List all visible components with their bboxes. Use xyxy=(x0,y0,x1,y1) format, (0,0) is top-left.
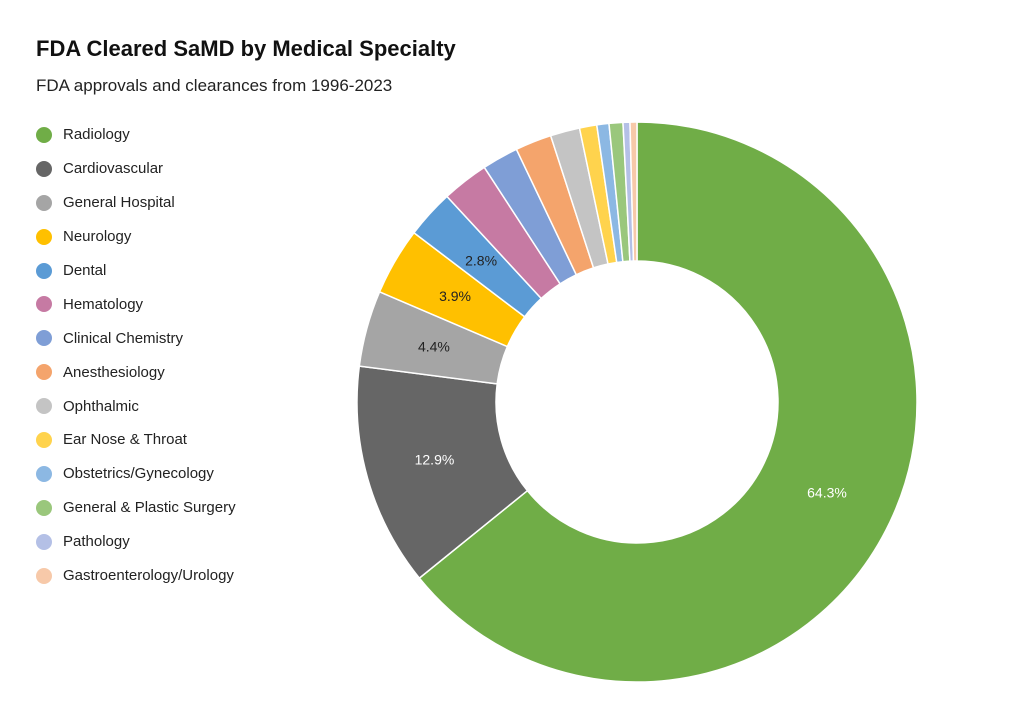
legend-swatch xyxy=(36,431,52,448)
donut-slice xyxy=(356,365,529,580)
legend-swatch xyxy=(36,126,52,143)
legend-label: Hematology xyxy=(63,295,144,313)
legend-swatch xyxy=(36,330,52,347)
legend-item: Ophthalmic xyxy=(36,389,236,423)
legend-item: Anesthesiology xyxy=(36,355,236,389)
slice-data-label: 3.9% xyxy=(439,288,471,304)
chart-title: FDA Cleared SaMD by Medical Specialty xyxy=(36,36,456,61)
legend-item: General & Plastic Surgery xyxy=(36,491,236,525)
legend-item: Cardiovascular xyxy=(36,152,236,186)
legend-label: General Hospital xyxy=(63,194,175,212)
legend-label: Radiology xyxy=(63,126,130,144)
legend-label: Gastroenterology/Urology xyxy=(63,567,234,585)
legend-label: General & Plastic Surgery xyxy=(63,499,236,517)
chart-subtitle: FDA approvals and clearances from 1996-2… xyxy=(36,76,393,95)
legend-swatch xyxy=(36,533,52,550)
legend-swatch xyxy=(36,160,52,177)
slice-data-label: 4.4% xyxy=(418,339,450,355)
legend-label: Neurology xyxy=(63,228,132,246)
legend-swatch xyxy=(36,499,52,516)
legend-swatch xyxy=(36,364,52,381)
legend-label: Clinical Chemistry xyxy=(63,329,184,347)
slice-data-label: 2.8% xyxy=(465,253,497,269)
legend-label: Dental xyxy=(63,262,107,279)
legend-swatch xyxy=(36,228,52,245)
legend-swatch xyxy=(36,296,52,313)
legend-item: Obstetrics/Gynecology xyxy=(36,457,236,491)
legend-item: Radiology xyxy=(36,118,236,152)
legend-swatch xyxy=(36,262,52,279)
donut-slice xyxy=(418,121,918,683)
legend-label: Pathology xyxy=(63,533,130,551)
donut-slice xyxy=(629,121,638,262)
legend-label: Ophthalmic xyxy=(63,397,139,415)
slice-data-label: 12.9% xyxy=(415,451,455,467)
legend-item: Pathology xyxy=(36,525,236,559)
chart-legend: Radiology Cardiovascular General Hospital N… xyxy=(36,118,236,592)
legend-label: Obstetrics/Gynecology xyxy=(63,465,214,483)
legend-swatch xyxy=(36,465,52,482)
legend-label: Ear Nose & Throat xyxy=(63,431,187,449)
legend-item: Ear Nose & Throat xyxy=(36,423,236,457)
legend-swatch xyxy=(36,194,52,211)
legend-item: Clinical Chemistry xyxy=(36,321,236,355)
legend-item: Gastroenterology/Urology xyxy=(36,559,236,593)
legend-item: Hematology xyxy=(36,287,236,321)
slice-data-label: 64.3% xyxy=(807,485,847,501)
legend-label: Anesthesiology xyxy=(63,363,165,381)
legend-item: Neurology xyxy=(36,220,236,254)
legend-swatch xyxy=(36,567,52,584)
legend-label: Cardiovascular xyxy=(63,160,164,178)
legend-item: Dental xyxy=(36,254,236,288)
legend-item: General Hospital xyxy=(36,186,236,220)
legend-swatch xyxy=(36,398,52,415)
